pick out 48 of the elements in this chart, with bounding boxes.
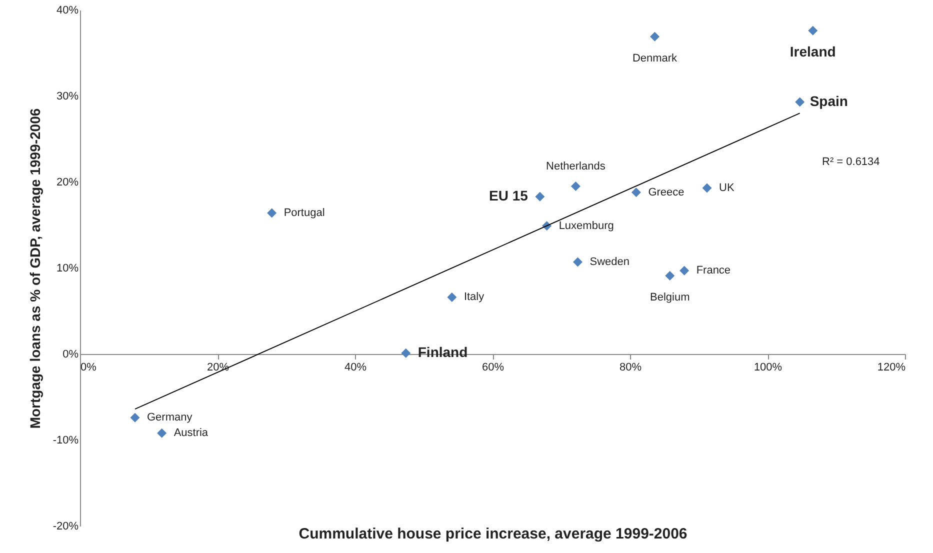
y-tick-label: 40%: [56, 4, 79, 16]
point: [650, 32, 660, 42]
annotation: Italy: [464, 291, 485, 304]
annotation: Finland: [418, 344, 468, 360]
annotation: Greece: [648, 186, 684, 198]
point: [795, 97, 805, 107]
annotation: Denmark: [632, 52, 678, 65]
annotation: Luxemburg: [558, 220, 614, 232]
x-tick-label: 20%: [206, 362, 230, 374]
annotation: France: [696, 264, 731, 277]
x-tick-label: 120%: [877, 362, 906, 374]
x-tick-label: 40%: [344, 362, 367, 374]
y-tick-label: 10%: [56, 262, 79, 274]
point: [570, 182, 580, 192]
point: [665, 270, 675, 280]
annotation: Sweden: [590, 256, 630, 268]
point: [535, 192, 545, 202]
x-tick-label: 80%: [619, 362, 642, 374]
x-tick-label: 0%: [80, 362, 97, 374]
point: [447, 292, 457, 302]
x-tick-label: 60%: [482, 362, 504, 374]
y-tick-label: -10%: [52, 434, 79, 446]
y-tick-label: 20%: [56, 176, 79, 188]
annotation: Netherlands: [546, 160, 606, 172]
annotation: UK: [719, 182, 735, 194]
point: [631, 188, 641, 198]
point: [401, 348, 411, 358]
annotation: Germany: [147, 412, 193, 424]
point: [267, 208, 277, 218]
annotation: Portugal: [284, 206, 325, 219]
x-tick-label: 100%: [754, 362, 782, 374]
annotation: R² = 0.6134: [822, 156, 880, 168]
point: [702, 183, 712, 193]
y-axis-title: Mortgage loans as % of GDP, average 1999-2006: [26, 108, 43, 429]
point: [130, 412, 140, 422]
point: [573, 257, 582, 267]
annotation: Belgium: [650, 292, 690, 304]
annotation: Austria: [174, 427, 209, 440]
annotation: Spain: [810, 93, 848, 110]
annotation: Ireland: [790, 44, 836, 60]
point: [680, 266, 690, 276]
point: [157, 428, 167, 438]
y-tick-label: 30%: [56, 90, 79, 102]
y-tick-label: -20%: [52, 520, 79, 532]
x-axis-title: Cummulative house price increase, average 1999-2006: [298, 526, 688, 542]
y-tick-label: 0%: [62, 348, 79, 360]
annotation: EU 15: [489, 188, 528, 204]
point: [808, 26, 818, 36]
